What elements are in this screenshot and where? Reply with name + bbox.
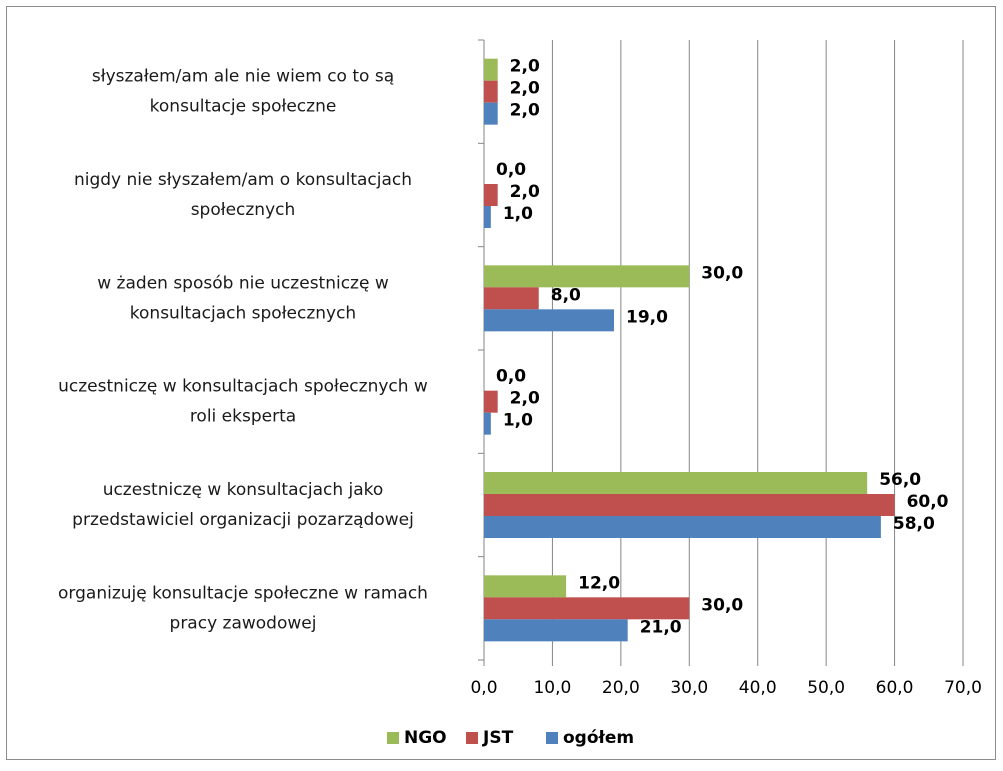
- value-label: 30,0: [701, 263, 743, 283]
- value-label: 1,0: [503, 204, 533, 224]
- category-label: konsultacjach społecznych: [130, 303, 356, 323]
- x-tick-label: 30,0: [670, 678, 708, 698]
- value-label: 19,0: [626, 307, 668, 327]
- value-label: 2,0: [510, 389, 540, 409]
- category-label: konsultacje społeczne: [150, 97, 337, 117]
- value-label: 58,0: [893, 514, 935, 534]
- value-label: 30,0: [701, 595, 743, 615]
- bar: [484, 58, 498, 81]
- value-label: 21,0: [640, 617, 682, 637]
- bar: [484, 619, 628, 642]
- category-label: nigdy nie słyszałem/am o konsultacjach: [74, 170, 412, 190]
- bar: [484, 390, 498, 413]
- category-label: organizuję konsultacje społeczne w ramac…: [58, 583, 428, 603]
- bar: [484, 102, 498, 125]
- category-label: uczestniczę w konsultacjach społecznych …: [58, 377, 428, 397]
- bar: [484, 597, 690, 620]
- value-label: 60,0: [907, 492, 949, 512]
- x-tick-label: 0,0: [470, 678, 497, 698]
- value-label: 2,0: [510, 79, 540, 99]
- x-tick-label: 70,0: [944, 678, 982, 698]
- legend-label: NGO: [404, 728, 447, 748]
- legend-swatch: [546, 732, 558, 744]
- x-tick-label: 60,0: [876, 678, 914, 698]
- x-tick-label: 50,0: [807, 678, 845, 698]
- x-tick-label: 20,0: [602, 678, 640, 698]
- value-label: 0,0: [496, 160, 526, 180]
- bar: [484, 472, 868, 494]
- x-tick-label: 10,0: [533, 678, 571, 698]
- bar: [484, 494, 895, 516]
- category-label: pracy zawodowej: [170, 613, 317, 633]
- value-label: 12,0: [578, 573, 620, 593]
- legend-label: JST: [482, 728, 514, 748]
- value-label: 2,0: [510, 182, 540, 202]
- x-tick-label: 40,0: [739, 678, 777, 698]
- bar: [484, 184, 498, 206]
- legend-swatch: [466, 732, 478, 744]
- value-label: 0,0: [496, 367, 526, 387]
- category-label: w żaden sposób nie uczestniczę w: [97, 273, 389, 293]
- value-label: 2,0: [510, 57, 540, 77]
- category-label: uczestniczę w konsultacjach jako: [103, 480, 384, 500]
- category-label: społecznych: [191, 200, 296, 220]
- bar: [484, 575, 567, 598]
- value-label: 1,0: [503, 411, 533, 431]
- bar: [484, 516, 881, 538]
- legend-label: ogółem: [563, 728, 634, 748]
- legend-swatch: [387, 732, 399, 744]
- bar: [484, 412, 491, 435]
- bar: [484, 265, 690, 288]
- category-label: roli eksperta: [190, 407, 296, 427]
- category-label: słyszałem/am ale nie wiem co to są: [92, 67, 394, 87]
- bar: [484, 309, 615, 332]
- bar: [484, 287, 539, 310]
- value-label: 56,0: [879, 470, 921, 490]
- bar: [484, 206, 491, 228]
- category-label: przedstawiciel organizacji pozarządowej: [72, 510, 414, 530]
- bar: [484, 80, 498, 103]
- value-label: 2,0: [510, 101, 540, 121]
- value-label: 8,0: [551, 285, 581, 305]
